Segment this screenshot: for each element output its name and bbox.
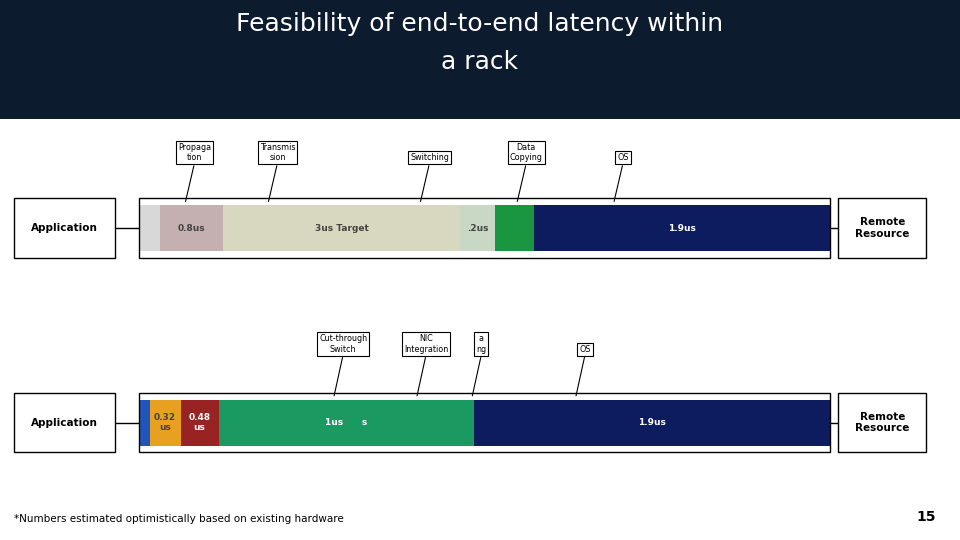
Text: *Numbers estimated optimistically based on existing hardware: *Numbers estimated optimistically based … [14, 514, 344, 524]
Text: 1.9us: 1.9us [638, 418, 666, 427]
Bar [495, 205, 534, 251]
Text: Cut-through
Switch: Cut-through Switch [319, 334, 367, 354]
Text: Feasibility of end-to-end latency within: Feasibility of end-to-end latency within [236, 12, 724, 36]
Text: 0.32
us: 0.32 us [155, 413, 176, 432]
Text: a
ng: a ng [476, 334, 487, 354]
Text: Remote
Resource: Remote Resource [855, 411, 909, 433]
Bar [180, 400, 219, 446]
Text: 0.8us: 0.8us [178, 224, 205, 233]
Bar [474, 400, 830, 446]
Bar [461, 205, 495, 251]
Text: OS: OS [579, 345, 590, 354]
Bar [534, 205, 830, 251]
Bar [139, 393, 830, 453]
Text: 3us Target: 3us Target [315, 224, 369, 233]
Text: .2us: .2us [468, 224, 489, 233]
Bar [139, 198, 830, 258]
Text: 1us      s: 1us s [325, 418, 368, 427]
FancyBboxPatch shape [14, 198, 115, 258]
Bar [0, 0, 960, 119]
Text: OS: OS [617, 153, 629, 162]
Text: NIC
Integration: NIC Integration [404, 334, 448, 354]
Bar [223, 205, 461, 251]
Text: Data
Copying: Data Copying [510, 143, 542, 162]
Text: 15: 15 [917, 510, 936, 524]
Text: Remote
Resource: Remote Resource [855, 217, 909, 239]
Bar [139, 400, 150, 446]
FancyBboxPatch shape [838, 393, 926, 453]
Text: a rack: a rack [442, 50, 518, 74]
Text: Switching: Switching [410, 153, 449, 162]
Bar [219, 400, 474, 446]
Bar [160, 205, 223, 251]
Bar [150, 400, 180, 446]
Text: 0.48
us: 0.48 us [188, 413, 211, 432]
Text: Transmis
sion: Transmis sion [260, 143, 295, 162]
Text: Application: Application [32, 417, 98, 428]
Text: 1.9us: 1.9us [668, 224, 696, 233]
Text: Propaga
tion: Propaga tion [178, 143, 211, 162]
Bar [139, 205, 160, 251]
FancyBboxPatch shape [14, 393, 115, 453]
FancyBboxPatch shape [838, 198, 926, 258]
Text: Application: Application [32, 223, 98, 233]
